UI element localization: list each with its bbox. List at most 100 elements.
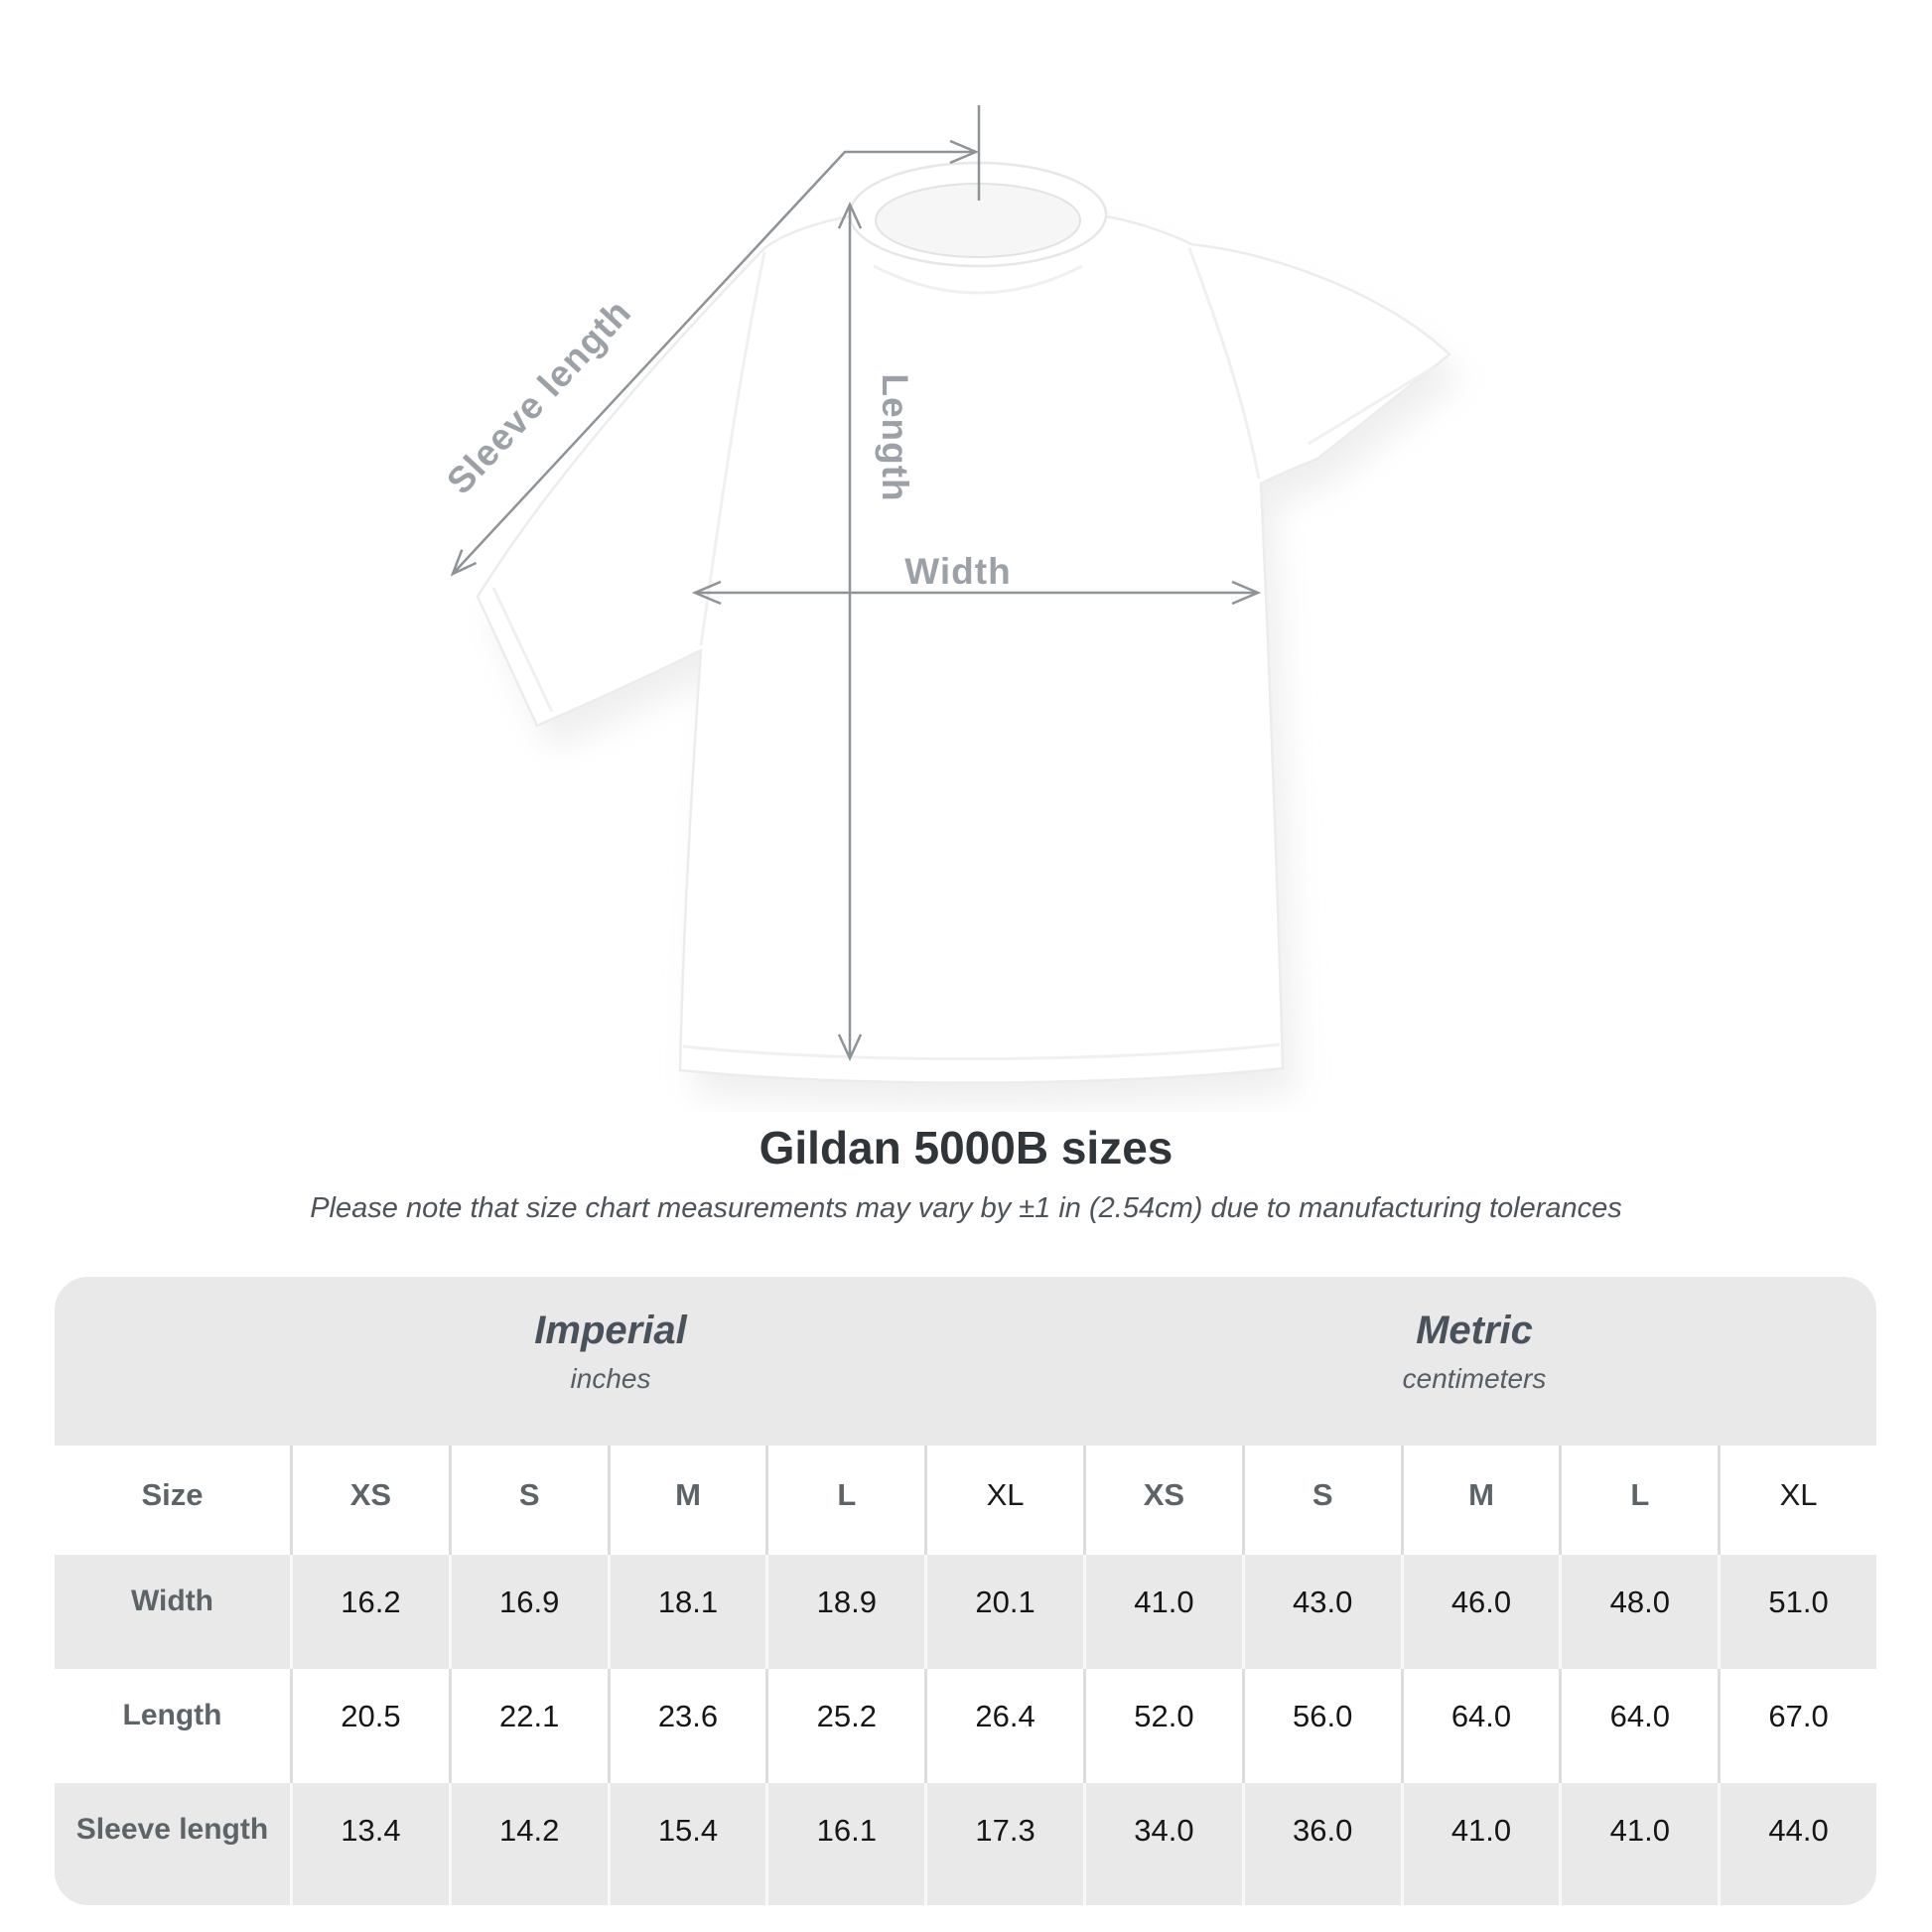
table-cell: 16.1 [768, 1783, 925, 1905]
cell-value: 41.0 [1609, 1813, 1670, 1848]
table-cell: 15.4 [610, 1783, 766, 1905]
cell-value: 36.0 [1293, 1813, 1353, 1848]
page-title: Gildan 5000B sizes [759, 1122, 1173, 1173]
cell-value: 25.2 [816, 1699, 877, 1733]
column-header: XS [349, 1477, 392, 1512]
cell-value: 22.1 [499, 1699, 560, 1733]
table-cell: 14.2 [451, 1783, 608, 1905]
cell-value: 46.0 [1450, 1585, 1512, 1619]
metric-unit: centimeters [1402, 1363, 1547, 1394]
column-header-cell: XS [293, 1446, 449, 1555]
tshirt-measurement-figure: Sleeve length Length Width [439, 105, 1463, 1107]
row-label: Sleeve length [75, 1813, 269, 1846]
table-cell: 41.0 [1562, 1783, 1719, 1905]
column-header-cell: XS [1086, 1446, 1242, 1555]
table-cell: 20.1 [927, 1555, 1083, 1669]
table-cell: 34.0 [1086, 1783, 1242, 1905]
sleeve-arrow [452, 150, 976, 575]
row-label-cell: Length [55, 1669, 290, 1783]
cell-value: 26.4 [975, 1699, 1035, 1733]
column-header-cell: XL [1721, 1446, 1876, 1555]
table-cell: 22.1 [451, 1669, 608, 1783]
column-header-cell: L [768, 1446, 925, 1555]
cell-value: 64.0 [1609, 1699, 1670, 1733]
table-cell: 16.2 [293, 1555, 449, 1669]
table-row-sleeve-length: Sleeve length 13.4 14.2 15.4 16.1 17.3 3… [55, 1783, 1876, 1905]
width-arrowhead-right [1231, 580, 1262, 606]
column-header: XL [986, 1477, 1025, 1512]
cell-value: 34.0 [1134, 1813, 1194, 1848]
cell-value: 52.0 [1134, 1699, 1194, 1733]
cell-value: 67.0 [1768, 1699, 1829, 1733]
cell-value: 41.0 [1450, 1813, 1512, 1848]
width-label: Width [904, 551, 1011, 592]
column-header-cell: XL [927, 1446, 1083, 1555]
table-cell: 26.4 [927, 1669, 1083, 1783]
sleeve-arrowhead-end [450, 549, 478, 577]
left-cuff-seam [491, 587, 554, 713]
cell-value: 13.4 [341, 1813, 401, 1848]
cell-value: 16.9 [499, 1585, 560, 1619]
table-cell: 23.6 [610, 1669, 766, 1783]
cell-value: 17.3 [975, 1813, 1035, 1848]
column-header: S [518, 1477, 540, 1512]
table-row-width: Width 16.2 16.9 18.1 18.9 20.1 41.0 43.0… [55, 1555, 1876, 1669]
unit-group-band: Imperial inches Metric centimeters [55, 1277, 1876, 1446]
tshirt-figure-svg: Sleeve length Length Width [439, 105, 1463, 1107]
table-cell: 52.0 [1086, 1669, 1242, 1783]
row-label: Length [122, 1699, 222, 1731]
cell-value: 41.0 [1134, 1585, 1194, 1619]
column-header: XS [1143, 1477, 1185, 1512]
imperial-unit: inches [570, 1363, 651, 1394]
table-cell: 18.9 [768, 1555, 925, 1669]
column-header: XL [1779, 1477, 1818, 1512]
table-cell: 25.2 [768, 1669, 925, 1783]
length-arrowhead-bottom [837, 1034, 863, 1062]
hem-seam [682, 1042, 1281, 1061]
table-cell: 13.4 [293, 1783, 449, 1905]
column-header-cell: M [610, 1446, 766, 1555]
column-header: M [1468, 1477, 1494, 1512]
tolerance-note: Please note that size chart measurements… [310, 1192, 1622, 1224]
cell-value: 48.0 [1609, 1585, 1670, 1619]
cell-value: 56.0 [1293, 1699, 1353, 1733]
table-cell: 48.0 [1562, 1555, 1719, 1669]
table-cell: 36.0 [1244, 1783, 1401, 1905]
table-cell: 67.0 [1721, 1669, 1876, 1783]
table-cell: 17.3 [927, 1783, 1083, 1905]
size-header: Size [141, 1477, 204, 1512]
cell-value: 51.0 [1768, 1585, 1829, 1619]
row-label-cell: Sleeve length [55, 1783, 290, 1905]
cell-value: 44.0 [1768, 1813, 1829, 1848]
column-header-cell: S [451, 1446, 608, 1555]
row-label: Width [130, 1585, 214, 1617]
size-chart-table: Imperial inches Metric centimeters Size … [55, 1277, 1876, 1905]
cell-value: 23.6 [657, 1699, 719, 1733]
size-header-cell: Size [55, 1446, 290, 1555]
table-cell: 56.0 [1244, 1669, 1401, 1783]
imperial-group-header: Imperial inches [55, 1309, 1167, 1395]
table-cell: 64.0 [1562, 1669, 1719, 1783]
metric-label: Metric [1416, 1309, 1533, 1352]
cell-value: 18.1 [657, 1585, 719, 1619]
cell-value: 20.5 [341, 1699, 401, 1733]
column-header: S [1311, 1477, 1333, 1512]
column-header: M [675, 1477, 701, 1512]
cell-value: 15.4 [657, 1813, 719, 1848]
metric-group-header: Metric centimeters [1107, 1309, 1842, 1395]
cell-value: 64.0 [1450, 1699, 1512, 1733]
tshirt-body [476, 179, 1451, 1084]
table-cell: 46.0 [1403, 1555, 1560, 1669]
sleeve-arrowhead-tip [949, 139, 980, 165]
column-header: L [1630, 1477, 1650, 1512]
cell-value: 18.9 [816, 1585, 877, 1619]
column-header: L [837, 1477, 857, 1512]
row-label-cell: Width [55, 1555, 290, 1669]
column-header-cell: M [1403, 1446, 1560, 1555]
length-arrowhead-top [837, 201, 863, 229]
column-header-cell: L [1562, 1446, 1719, 1555]
table-cell: 16.9 [451, 1555, 608, 1669]
right-armhole-seam [1187, 247, 1261, 480]
cell-value: 14.2 [499, 1813, 560, 1848]
table-cell: 51.0 [1721, 1555, 1876, 1669]
